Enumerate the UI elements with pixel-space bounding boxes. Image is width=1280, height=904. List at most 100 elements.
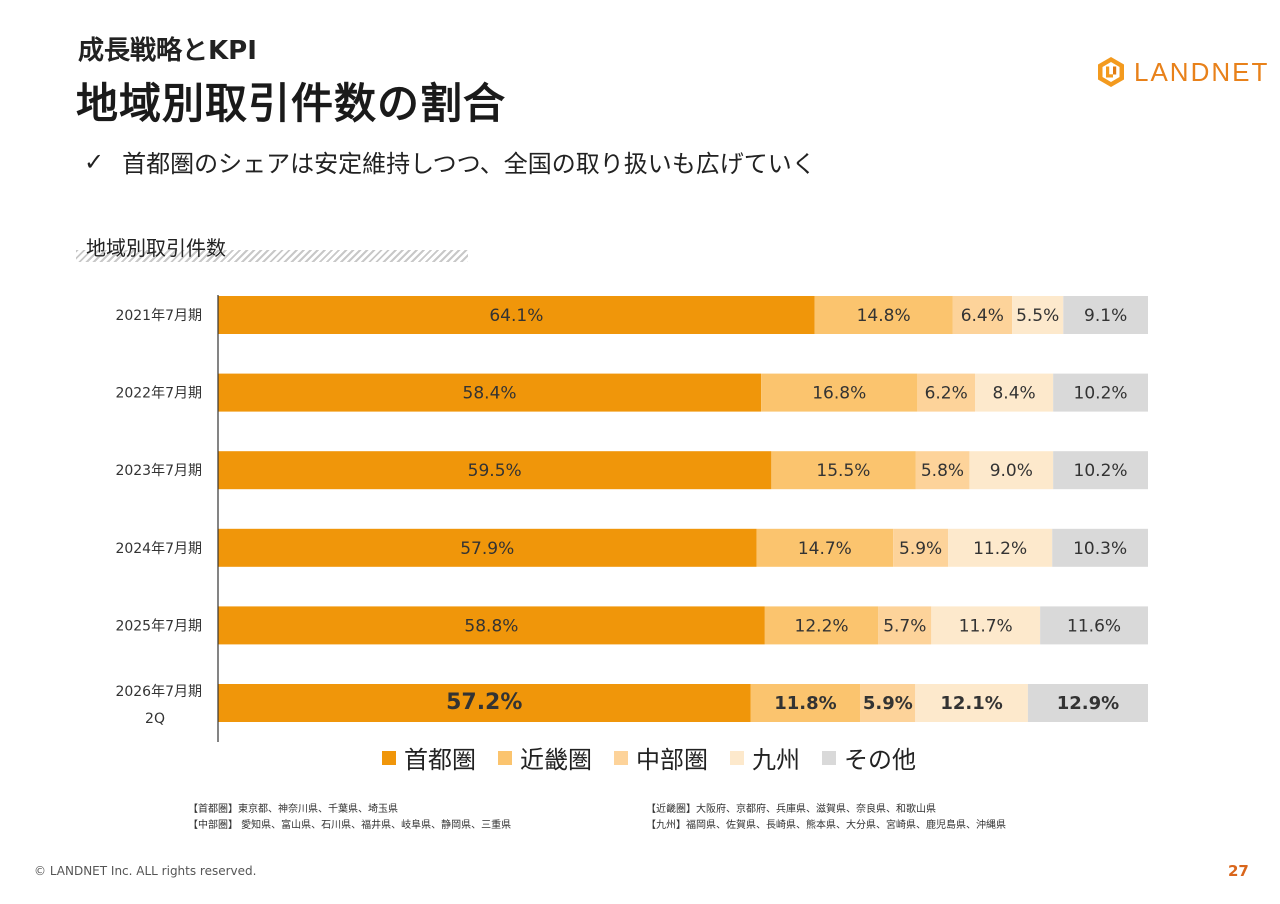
company-logo: LANDNET xyxy=(1096,54,1269,90)
bar-segment-shutoken xyxy=(218,296,815,334)
bar-segment-kinki xyxy=(771,451,916,490)
legend-label: 首都圏 xyxy=(404,746,476,774)
legend-item-chubu: 中部圏 xyxy=(614,740,708,775)
bar-segment-other xyxy=(1027,684,1148,722)
copyright: © LANDNET Inc. ALL rights reserved. xyxy=(34,864,257,878)
bar-segment-other xyxy=(1063,296,1148,334)
legend-label: 中部圏 xyxy=(636,746,708,774)
chart-legend: 首都圏 近畿圏 中部圏 九州 その他 xyxy=(382,740,938,775)
data-label: 59.5% xyxy=(468,461,522,481)
note-kyushu: 【九州】福岡県、佐賀県、長崎県、熊本県、大分県、宮崎県、鹿児島県、沖縄県 xyxy=(646,820,1006,831)
data-label: 57.2% xyxy=(446,690,522,715)
legend-item-kinki: 近畿圏 xyxy=(498,740,592,775)
data-label: 6.4% xyxy=(961,306,1004,326)
region-notes-left: 【首都圏】東京都、神奈川県、千葉県、埼玉県 【中部圏】 愛知県、富山県、石川県、… xyxy=(188,802,511,834)
legend-item-kyushu: 九州 xyxy=(730,740,800,775)
data-label: 8.4% xyxy=(992,384,1035,404)
note-kinki: 【近畿圏】大阪府、京都府、兵庫県、滋賀県、奈良県、和歌山県 xyxy=(646,804,936,815)
note-chubu: 【中部圏】 愛知県、富山県、石川県、福井県、岐阜県、静岡県、三重県 xyxy=(188,820,512,831)
page-title: 地域別取引件数の割合 xyxy=(76,79,507,128)
data-label: 11.8% xyxy=(774,693,836,714)
data-label: 5.9% xyxy=(863,693,913,714)
bar-segment-chubu xyxy=(915,451,970,490)
bar-segment-kinki xyxy=(750,684,861,722)
landnet-logo-icon xyxy=(1098,57,1124,87)
data-label: 12.2% xyxy=(795,616,849,636)
legend-swatch xyxy=(498,750,512,765)
bar-segment-kyushu xyxy=(1012,296,1064,334)
region-notes-right: 【近畿圏】大阪府、京都府、兵庫県、滋賀県、奈良県、和歌山県 【九州】福岡県、佐賀… xyxy=(646,802,1006,834)
section-subtitle: 成長戦略とKPI xyxy=(78,36,257,66)
bar-segment-chubu xyxy=(878,606,932,645)
bar-segment-kinki xyxy=(756,528,894,567)
category-label: 2024年7月期 xyxy=(115,541,202,557)
data-label: 11.2% xyxy=(973,539,1027,559)
legend-swatch xyxy=(382,750,396,765)
category-label: 2021年7月期 xyxy=(115,308,202,324)
legend-swatch xyxy=(822,750,836,765)
bar-segment-chubu xyxy=(893,528,949,567)
data-label: 16.8% xyxy=(812,384,866,404)
bar-segment-shutoken xyxy=(218,451,772,490)
data-label: 11.6% xyxy=(1067,616,1121,636)
bar-segment-other xyxy=(1053,373,1148,412)
legend-label: 九州 xyxy=(752,746,800,774)
bar-segment-other xyxy=(1052,528,1148,567)
bar-segment-kinki xyxy=(761,373,918,412)
category-label: 2022年7月期 xyxy=(115,386,202,402)
data-label: 10.2% xyxy=(1074,461,1128,481)
data-label: 9.0% xyxy=(990,461,1033,481)
category-label: 2025年7月期 xyxy=(115,618,202,634)
data-label: 5.5% xyxy=(1016,306,1059,326)
data-label: 58.8% xyxy=(464,616,518,636)
legend-label: 近畿圏 xyxy=(520,746,592,774)
data-label: 9.1% xyxy=(1084,306,1127,326)
note-shutoken: 【首都圏】東京都、神奈川県、千葉県、埼玉県 xyxy=(188,804,398,815)
data-label: 10.3% xyxy=(1073,539,1127,559)
data-label: 12.1% xyxy=(940,693,1002,714)
legend-swatch xyxy=(730,750,744,765)
bar-segment-kyushu xyxy=(948,528,1053,567)
bar-segment-kinki xyxy=(814,296,953,334)
bar-segment-shutoken xyxy=(218,684,751,722)
data-label: 11.7% xyxy=(959,616,1013,636)
bar-segment-kyushu xyxy=(915,684,1028,722)
data-label: 5.7% xyxy=(883,616,926,636)
data-label: 10.2% xyxy=(1074,384,1128,404)
bar-segment-kinki xyxy=(764,606,879,645)
data-label: 12.9% xyxy=(1057,693,1119,714)
category-label: 2026年7月期 xyxy=(115,684,202,700)
data-label: 5.8% xyxy=(921,461,964,481)
data-label: 15.5% xyxy=(816,461,870,481)
legend-label: その他 xyxy=(844,746,916,774)
data-label: 14.8% xyxy=(857,306,911,326)
lead-text: 首都圏のシェアは安定維持しつつ、全国の取り扱いも広げていく xyxy=(122,150,816,178)
bar-segment-shutoken xyxy=(218,373,762,412)
bar-segment-kyushu xyxy=(969,451,1054,490)
chart-label-underline xyxy=(76,250,468,262)
page-number: 27 xyxy=(1228,862,1249,880)
legend-item-shutoken: 首都圏 xyxy=(382,740,476,775)
category-label-sub: 2Q xyxy=(145,711,165,727)
category-label: 2023年7月期 xyxy=(115,463,202,479)
bar-segment-chubu xyxy=(917,373,976,412)
bar-segment-other xyxy=(1040,606,1148,645)
data-label: 64.1% xyxy=(489,306,543,326)
bar-segment-kyushu xyxy=(931,606,1041,645)
bar-segment-kyushu xyxy=(975,373,1054,412)
legend-item-other: その他 xyxy=(822,740,916,775)
data-label: 58.4% xyxy=(463,384,517,404)
logo-text: LANDNET xyxy=(1134,56,1270,87)
legend-swatch xyxy=(614,750,628,765)
bar-segment-other xyxy=(1053,451,1148,490)
data-label: 6.2% xyxy=(925,384,968,404)
data-label: 14.7% xyxy=(798,539,852,559)
checkmark-icon: ✓ xyxy=(84,147,105,176)
bar-segment-shutoken xyxy=(218,528,757,567)
bar-segment-shutoken xyxy=(218,606,765,645)
bar-segment-chubu xyxy=(860,684,916,722)
lead-statement: ✓ 首都圏のシェアは安定維持しつつ、全国の取り扱いも広げていく xyxy=(84,144,816,179)
bar-segment-chubu xyxy=(952,296,1013,334)
chart-title: 地域別取引件数 xyxy=(86,236,226,260)
